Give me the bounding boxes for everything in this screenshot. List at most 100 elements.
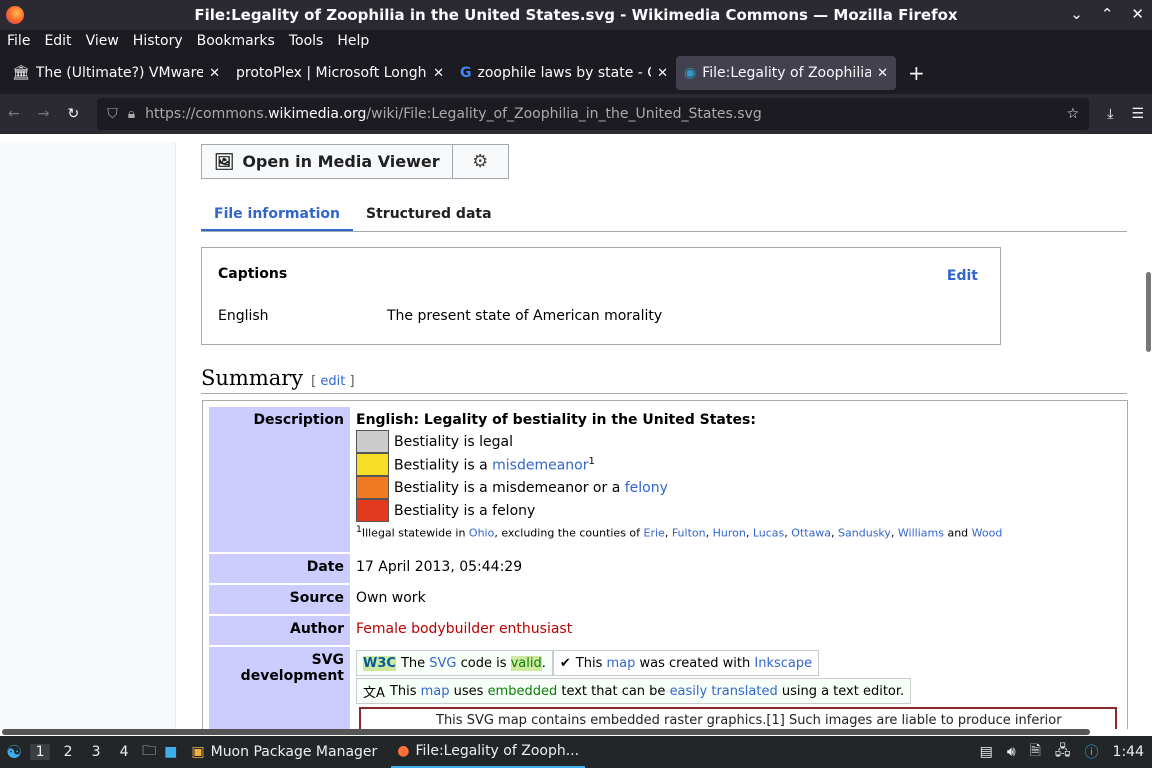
raster-warning-text: This SVG map contains embedded raster gr… <box>436 713 1062 728</box>
vertical-scrollbar[interactable] <box>1144 142 1152 729</box>
firefox-icon: ● <box>397 743 410 759</box>
legend-item: Bestiality is a felony <box>356 499 1002 522</box>
felony-link[interactable]: felony <box>624 479 668 496</box>
legend-swatch <box>356 430 389 453</box>
w3c-badge: W3C The SVG code is valid. <box>356 650 553 676</box>
description-label: Description <box>209 407 350 552</box>
information-table: Description English: Legality of bestial… <box>202 400 1128 729</box>
raster-warning-box: This SVG map contains embedded raster gr… <box>359 707 1117 729</box>
legend-swatch <box>356 453 389 476</box>
download-icon[interactable]: ⤓ <box>1107 106 1114 122</box>
browser-tab-active[interactable]: ◉ File:Legality of Zoophilia ✕ <box>676 56 896 90</box>
wikipedia-icon: 🏛 <box>12 65 30 81</box>
tab-bar: 🏛 The (Ultimate?) VMware I ✕ protoPlex | M… <box>0 52 1152 94</box>
translate-icon: 文A <box>363 685 385 701</box>
browser-tab[interactable]: protoPlex | Microsoft Longho ✕ <box>236 65 444 81</box>
notes-icon[interactable]: 🗎 <box>1029 743 1041 759</box>
url-bar[interactable]: ⛉ 🔒︎ https://commons.wikimedia.org/wiki/… <box>97 98 1090 130</box>
network-icon[interactable]: 🖧 <box>1054 743 1071 759</box>
clipboard-icon[interactable]: ▤ <box>979 744 993 760</box>
back-icon[interactable]: ← <box>8 106 20 122</box>
captions-box: Captions Edit English The present state … <box>201 247 1001 345</box>
desktop-2[interactable]: 2 <box>63 744 73 760</box>
gear-icon: ⚙ <box>472 151 489 172</box>
taskbar: ☯ 1 2 3 4 🗀 ■ ▣ Muon Package Manager ● Fil… <box>0 736 1152 768</box>
menu-edit[interactable]: Edit <box>44 33 72 49</box>
county-link[interactable]: Sandusky <box>838 526 891 540</box>
county-link[interactable]: Huron <box>712 526 746 540</box>
summary-edit-link[interactable]: edit <box>320 374 346 389</box>
desktop-3[interactable]: 3 <box>91 744 101 760</box>
close-tab-icon[interactable]: ✕ <box>877 65 888 81</box>
county-link[interactable]: Fulton <box>671 526 706 540</box>
county-link[interactable]: Wood <box>971 526 1003 540</box>
horizontal-scrollbar[interactable] <box>2 729 1090 735</box>
browser-tab[interactable]: 🏛 The (Ultimate?) VMware I ✕ <box>12 65 220 81</box>
commons-icon: ◉ <box>684 65 697 81</box>
county-link[interactable]: Williams <box>897 526 944 540</box>
file-tabs: File information Structured data <box>201 202 1127 232</box>
image-icon: 🖼︎ <box>214 152 235 171</box>
w3c-icon: W3C <box>363 655 396 671</box>
menu-bookmarks[interactable]: Bookmarks <box>196 33 275 49</box>
maximize-icon[interactable]: ⌃ <box>1100 5 1114 23</box>
volume-icon[interactable]: 🔊︎ <box>1006 744 1016 760</box>
taskbar-app-muon[interactable]: ▣ Muon Package Manager <box>191 744 378 760</box>
desktop-4[interactable]: 4 <box>119 744 129 760</box>
captions-edit-link[interactable]: Edit <box>946 268 978 284</box>
firefox-icon <box>6 6 24 24</box>
county-link[interactable]: Erie <box>643 526 665 540</box>
inkscape-badge: ✔ This map was created with Inkscape <box>552 650 820 676</box>
nav-bar: ← → ↻ ⛉ 🔒︎ https://commons.wikimedia.org… <box>0 94 1152 134</box>
author-row: Author Female bodybuilder enthusiast <box>209 616 572 645</box>
close-tab-icon[interactable]: ✕ <box>433 65 444 81</box>
close-tab-icon[interactable]: ✕ <box>209 65 220 81</box>
county-link[interactable]: Lucas <box>752 526 785 540</box>
legend-swatch <box>356 476 389 499</box>
ohio-link[interactable]: Ohio <box>468 526 495 540</box>
description-row: Description English: Legality of bestial… <box>209 407 1002 552</box>
open-media-viewer-button[interactable]: 🖼︎ Open in Media Viewer <box>202 145 453 178</box>
reload-icon[interactable]: ↻ <box>67 106 80 122</box>
caption-language: English <box>218 308 269 324</box>
file-manager-icon[interactable]: 🗀 <box>142 743 157 759</box>
forward-icon[interactable]: → <box>37 106 50 122</box>
taskbar-app-firefox[interactable]: ● File:Legality of Zooph... <box>391 736 586 768</box>
minimize-icon[interactable]: ⌄ <box>1070 5 1083 23</box>
bookmark-star-icon[interactable]: ☆ <box>1066 106 1080 122</box>
google-icon: G <box>460 65 472 81</box>
show-desktop-icon[interactable]: ■ <box>164 744 178 760</box>
tab-file-information[interactable]: File information <box>201 202 354 231</box>
app-menu-icon[interactable]: ☰ <box>1131 106 1144 122</box>
author-link[interactable]: Female bodybuilder enthusiast <box>356 621 573 637</box>
menu-view[interactable]: View <box>85 33 119 49</box>
lock-icon[interactable]: 🔒︎ <box>127 106 136 122</box>
source-row: Source Own work <box>209 585 426 614</box>
new-tab-button[interactable]: + <box>908 61 925 85</box>
notification-icon[interactable]: ⓘ <box>1084 745 1099 761</box>
close-tab-icon[interactable]: ✕ <box>657 65 668 81</box>
start-menu-icon[interactable]: ☯ <box>6 741 23 763</box>
menu-history[interactable]: History <box>132 33 183 49</box>
shield-icon[interactable]: ⛉ <box>107 106 118 122</box>
settings-button[interactable]: ⚙ <box>453 145 508 178</box>
desktop-1[interactable]: 1 <box>30 744 51 760</box>
tab-structured-data[interactable]: Structured data <box>366 206 492 222</box>
clock[interactable]: 1:44 <box>1112 744 1144 760</box>
county-link[interactable]: Ottawa <box>791 526 832 540</box>
caption-text: The present state of American morality <box>387 308 663 324</box>
legend-item: Bestiality is a misdemeanor1 <box>356 453 1002 476</box>
window-title: File:Legality of Zoophilia in the United… <box>194 6 958 24</box>
captions-heading: Captions <box>218 266 288 282</box>
legend-swatch <box>356 499 389 522</box>
muon-icon: ▣ <box>191 744 205 760</box>
menu-file[interactable]: File <box>7 33 31 49</box>
legend-item: Bestiality is a misdemeanor or a felony <box>356 476 1002 499</box>
media-viewer-toolbar: 🖼︎ Open in Media Viewer ⚙ <box>201 144 509 179</box>
close-window-icon[interactable]: ✕ <box>1131 5 1144 23</box>
misdemeanor-link[interactable]: misdemeanor <box>492 457 589 474</box>
menu-help[interactable]: Help <box>337 33 370 49</box>
menu-tools[interactable]: Tools <box>288 33 324 49</box>
svg-development-row: SVG development W3C The SVG code is valid… <box>209 647 912 729</box>
